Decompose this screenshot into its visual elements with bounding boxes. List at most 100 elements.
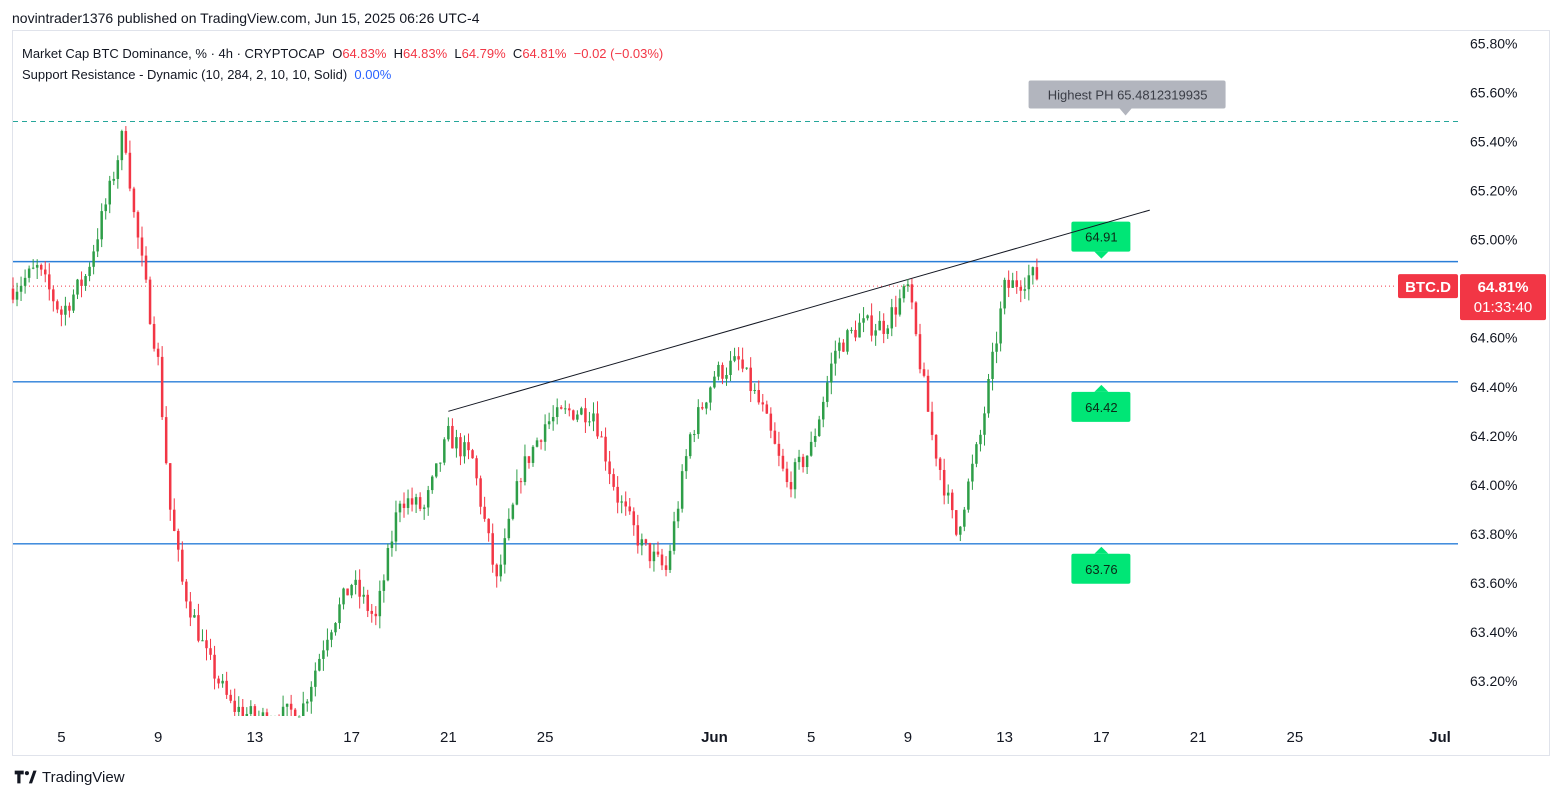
candle[interactable]	[447, 425, 450, 440]
candle[interactable]	[72, 294, 75, 311]
candle[interactable]	[946, 492, 950, 496]
candle[interactable]	[987, 378, 990, 414]
candle[interactable]	[237, 706, 240, 712]
candle[interactable]	[172, 509, 176, 531]
candle[interactable]	[68, 305, 71, 311]
candle[interactable]	[922, 369, 926, 376]
candle[interactable]	[527, 456, 531, 463]
candle[interactable]	[1023, 289, 1027, 291]
candle[interactable]	[809, 441, 813, 456]
candle[interactable]	[378, 590, 382, 617]
candle[interactable]	[406, 498, 410, 508]
candle[interactable]	[185, 581, 188, 602]
candle[interactable]	[785, 468, 789, 483]
candle[interactable]	[576, 414, 579, 420]
candle[interactable]	[821, 401, 825, 420]
candle[interactable]	[233, 700, 236, 712]
candle[interactable]	[781, 455, 785, 469]
candle[interactable]	[773, 430, 777, 444]
candle[interactable]	[463, 442, 466, 457]
candle[interactable]	[838, 342, 841, 351]
candle[interactable]	[60, 309, 63, 315]
candle[interactable]	[789, 482, 793, 490]
candle[interactable]	[580, 408, 583, 415]
candle[interactable]	[471, 450, 474, 459]
candle[interactable]	[523, 456, 527, 482]
candle[interactable]	[596, 413, 599, 437]
candle[interactable]	[834, 350, 837, 364]
candle[interactable]	[108, 180, 111, 205]
candle[interactable]	[164, 417, 168, 464]
candle[interactable]	[382, 580, 386, 591]
candle[interactable]	[725, 374, 728, 379]
candle[interactable]	[950, 492, 954, 511]
candle[interactable]	[830, 363, 833, 383]
candle[interactable]	[612, 474, 615, 487]
candle[interactable]	[543, 424, 547, 442]
candle[interactable]	[366, 594, 369, 611]
candle[interactable]	[648, 543, 652, 562]
candle[interactable]	[451, 425, 454, 449]
candle[interactable]	[92, 251, 95, 267]
candle[interactable]	[539, 440, 543, 442]
candle[interactable]	[757, 390, 760, 403]
candle[interactable]	[326, 639, 329, 651]
candle[interactable]	[688, 434, 692, 457]
candle[interactable]	[322, 650, 325, 659]
candle[interactable]	[334, 623, 337, 633]
candle[interactable]	[229, 694, 232, 701]
candle[interactable]	[999, 308, 1002, 344]
candle[interactable]	[80, 279, 83, 286]
legend-symbol[interactable]: Market Cap BTC Dominance, % · 4h · CRYPT…	[22, 46, 325, 61]
candle[interactable]	[741, 359, 744, 369]
candle[interactable]	[1027, 275, 1031, 290]
candle[interactable]	[491, 533, 494, 565]
candle[interactable]	[370, 610, 374, 614]
candle[interactable]	[346, 588, 349, 596]
candle[interactable]	[56, 301, 59, 310]
candle[interactable]	[572, 410, 575, 420]
candle[interactable]	[870, 315, 873, 336]
candle[interactable]	[418, 497, 422, 509]
candle[interactable]	[938, 458, 942, 470]
candle[interactable]	[31, 267, 35, 269]
candle[interactable]	[398, 503, 402, 513]
candle[interactable]	[189, 601, 192, 618]
candle[interactable]	[168, 463, 172, 510]
candle[interactable]	[551, 416, 555, 422]
candle[interactable]	[531, 446, 535, 463]
candle[interactable]	[858, 322, 861, 338]
candle[interactable]	[769, 413, 773, 431]
candle[interactable]	[342, 588, 345, 605]
candle[interactable]	[1007, 279, 1010, 288]
candle[interactable]	[983, 413, 986, 435]
candle[interactable]	[213, 654, 216, 679]
candle[interactable]	[443, 439, 446, 463]
candle[interactable]	[717, 364, 720, 377]
candle[interactable]	[926, 375, 930, 412]
candle[interactable]	[410, 498, 414, 505]
candle[interactable]	[644, 539, 648, 544]
candle[interactable]	[684, 456, 688, 472]
candle[interactable]	[886, 328, 889, 334]
candle[interactable]	[930, 411, 934, 435]
candle[interactable]	[588, 421, 591, 423]
candle[interactable]	[265, 712, 269, 716]
candle[interactable]	[898, 298, 902, 315]
candle[interactable]	[148, 279, 152, 324]
candle[interactable]	[616, 486, 619, 503]
candle[interactable]	[995, 343, 998, 352]
candle[interactable]	[817, 419, 821, 437]
candle[interactable]	[23, 277, 27, 286]
candle[interactable]	[76, 279, 79, 295]
candle[interactable]	[39, 264, 43, 270]
candle[interactable]	[850, 329, 853, 331]
candle[interactable]	[733, 356, 736, 361]
candle[interactable]	[152, 323, 156, 349]
candle[interactable]	[878, 320, 881, 331]
candle[interactable]	[584, 408, 587, 423]
candle[interactable]	[559, 407, 563, 409]
candle[interactable]	[374, 613, 378, 617]
candle[interactable]	[620, 501, 623, 503]
